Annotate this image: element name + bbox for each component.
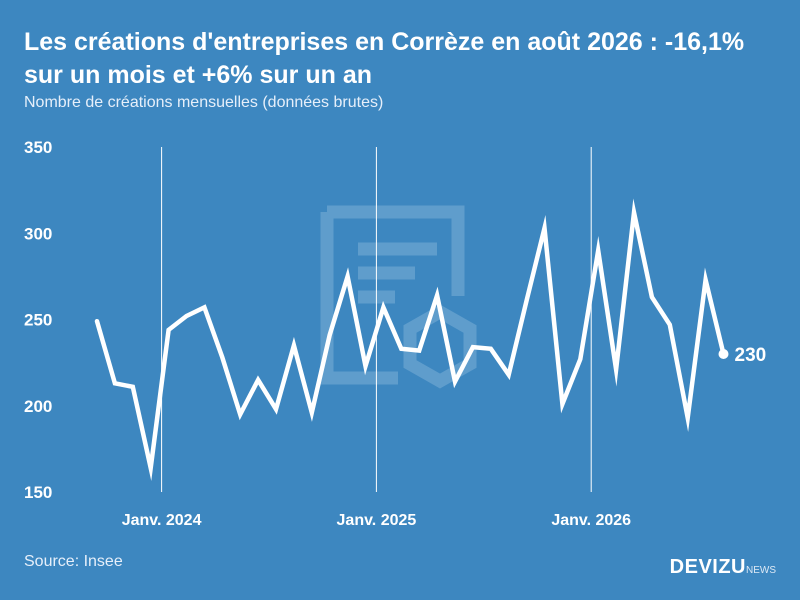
watermark-frame-left	[320, 212, 398, 385]
watermark-hexagon	[403, 304, 477, 389]
brand-suffix: NEWS	[746, 565, 776, 576]
series-line	[94, 198, 726, 481]
last-value-label: 230	[735, 345, 767, 366]
chart-subtitle: Nombre de créations mensuelles (données …	[24, 94, 384, 111]
y-tick-label: 350	[24, 138, 52, 157]
last-data-point	[718, 349, 729, 359]
watermark-logo-icon	[320, 205, 477, 389]
y-tick-label: 200	[24, 397, 52, 416]
y-tick-label: 250	[24, 311, 52, 330]
brand-name: DEVIZU	[669, 556, 746, 578]
source-note: Source: Insee	[24, 553, 123, 570]
x-tick-label: Janv. 2024	[122, 512, 202, 529]
y-tick-label: 150	[24, 483, 52, 502]
y-tick-label: 300	[24, 224, 52, 243]
chart-title: Les créations d'entreprises en Corrèze e…	[24, 28, 745, 89]
x-tick-label: Janv. 2025	[337, 512, 417, 529]
watermark-frame	[327, 205, 465, 296]
x-tick-label: Janv. 2026	[551, 512, 631, 529]
brand-logo: DEVIZUNEWS	[670, 556, 776, 579]
